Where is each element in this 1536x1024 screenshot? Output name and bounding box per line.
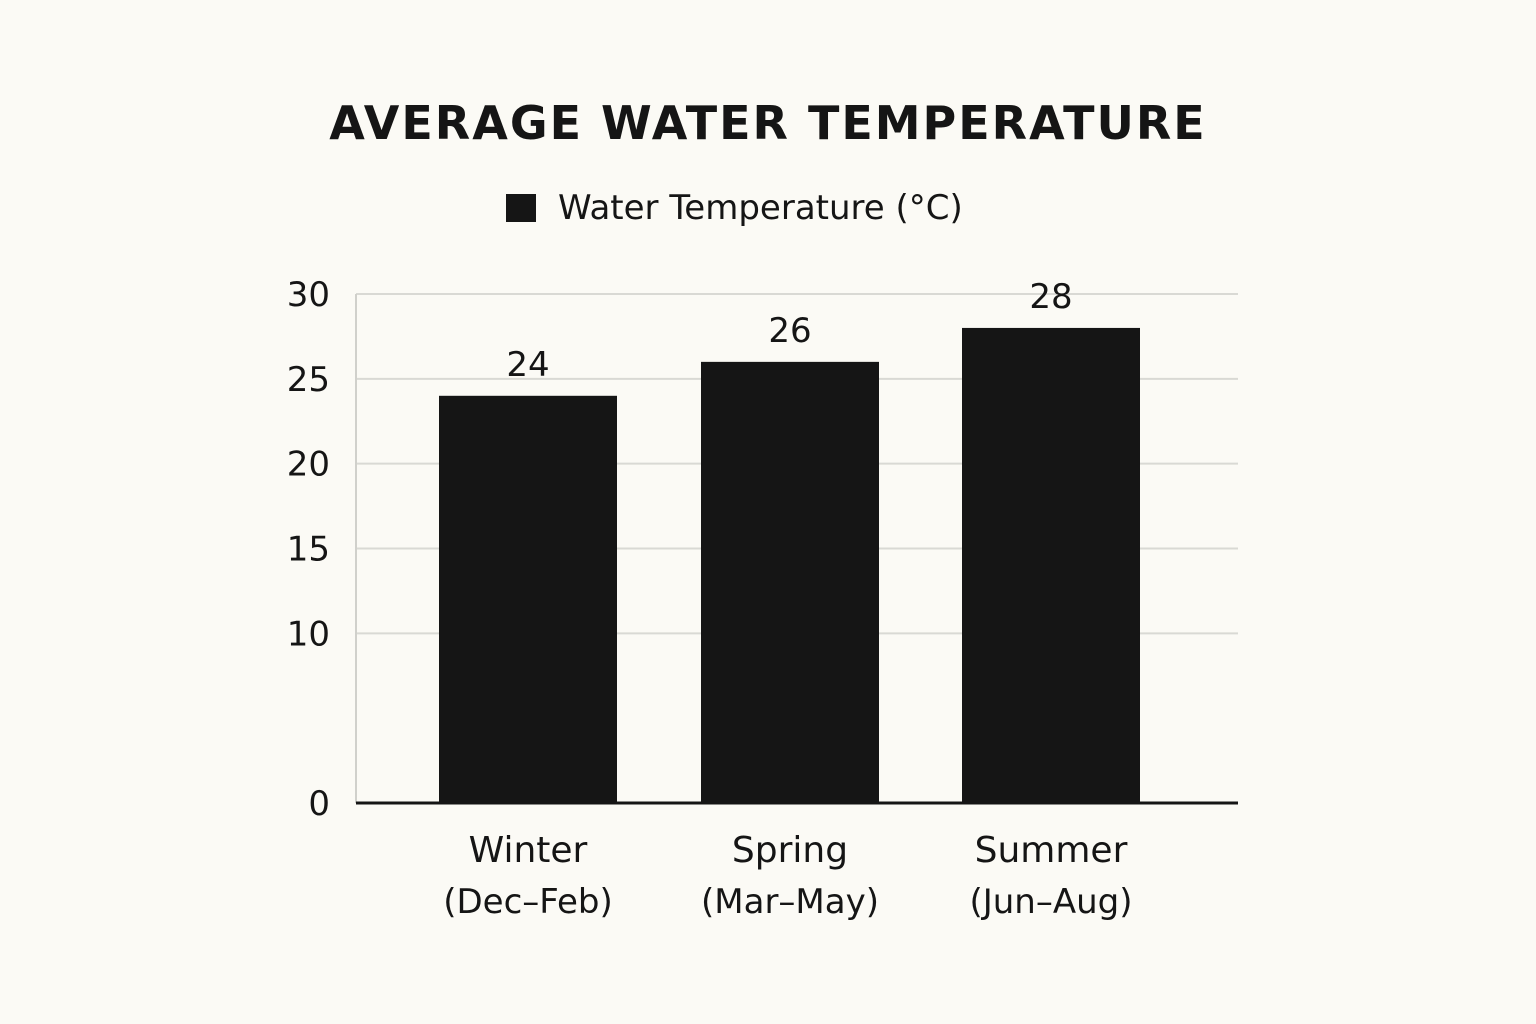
y-tick-label: 30 — [287, 275, 330, 315]
x-tick-sublabel: (Mar–May) — [701, 882, 879, 922]
x-tick-label: Winter — [469, 830, 588, 871]
y-tick-label: 0 — [308, 784, 330, 824]
y-tick-label: 25 — [287, 360, 330, 400]
chart-title: AVERAGE WATER TEMPERATURE — [329, 96, 1207, 150]
legend-label: Water Temperature (°C) — [558, 188, 963, 228]
y-tick-label: 15 — [287, 530, 330, 570]
x-tick-sublabel: (Dec–Feb) — [443, 882, 613, 922]
legend: Water Temperature (°C) — [506, 186, 963, 230]
data-label: 28 — [1029, 277, 1072, 317]
x-tick-label: Spring — [732, 830, 848, 871]
data-label: 26 — [768, 311, 811, 351]
bar — [962, 327, 1140, 803]
bar — [439, 395, 617, 803]
bar — [701, 361, 879, 803]
y-tick-label: 20 — [287, 445, 330, 485]
data-label: 24 — [506, 345, 549, 385]
x-tick-label: Summer — [975, 830, 1128, 871]
x-tick-sublabel: (Jun–Aug) — [969, 882, 1132, 922]
y-tick-label: 10 — [287, 614, 330, 654]
legend-swatch — [506, 194, 536, 222]
